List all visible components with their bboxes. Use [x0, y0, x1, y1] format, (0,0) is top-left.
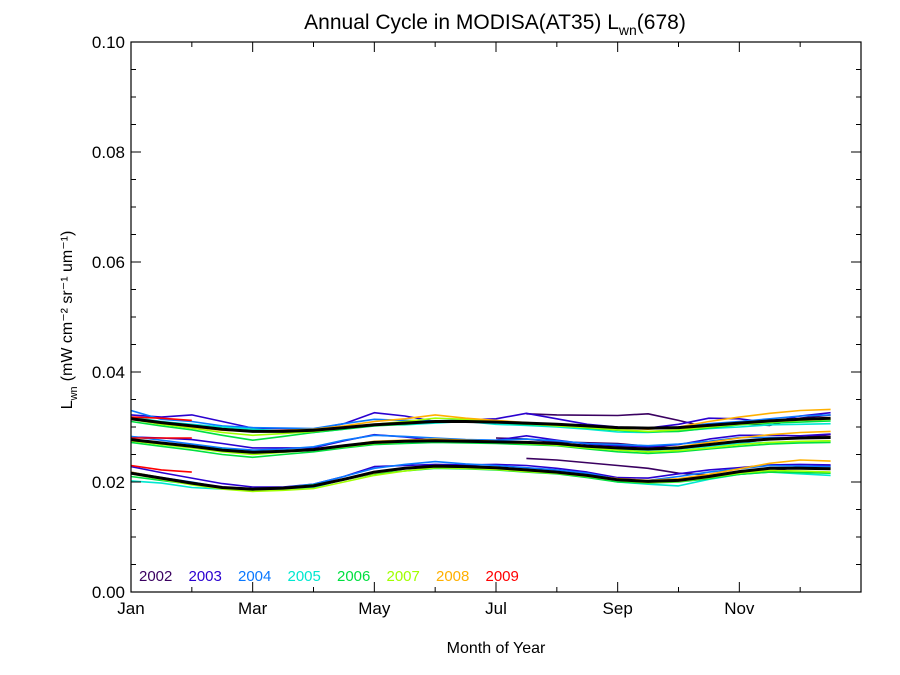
x-tick-label: Jul: [485, 599, 507, 618]
series-line-22: [130, 416, 192, 422]
legend-item-2005: 2005: [288, 568, 321, 585]
x-tick-label: Mar: [238, 599, 268, 618]
legend-item-2004: 2004: [238, 568, 271, 585]
series-line-26: [130, 436, 831, 454]
x-tick-label: Nov: [724, 599, 755, 618]
plot-area: Jan Mar May Jul Sep Nov 0.00 0.02 0.04 0.06 0.08 0.…: [92, 33, 862, 618]
legend-item-2002: 2002: [139, 568, 172, 585]
series-line-27: [130, 464, 831, 491]
legend-item-2008: 2008: [436, 568, 469, 585]
y-tick-label: 0.10: [92, 33, 125, 52]
y-tick-label: 0.06: [92, 253, 125, 272]
y-axis-title: Lwn(mW cm⁻² sr⁻¹ um⁻¹): [59, 231, 80, 410]
series-line-14: [130, 441, 831, 459]
chart-title: Annual Cycle in MODISA(AT35) Lwn(678): [304, 11, 686, 38]
legend-item-2007: 2007: [387, 568, 420, 585]
y-tick-label: 0.04: [92, 363, 125, 382]
x-axis-title: Month of Year: [447, 640, 546, 657]
y-tick-label: 0.00: [92, 583, 125, 602]
series-line-25: [130, 416, 831, 433]
series-line-24: [130, 464, 192, 473]
y-tick-label: 0.08: [92, 143, 125, 162]
x-tick-label: Jan: [117, 599, 144, 618]
x-tick-label: May: [358, 599, 391, 618]
legend-item-2006: 2006: [337, 568, 370, 585]
x-tick-label: Sep: [603, 599, 633, 618]
legend-item-2003: 2003: [189, 568, 222, 585]
series-line-8: [130, 434, 831, 451]
y-tick-label: 0.02: [92, 473, 125, 492]
legend-item-2009: 2009: [486, 568, 519, 585]
